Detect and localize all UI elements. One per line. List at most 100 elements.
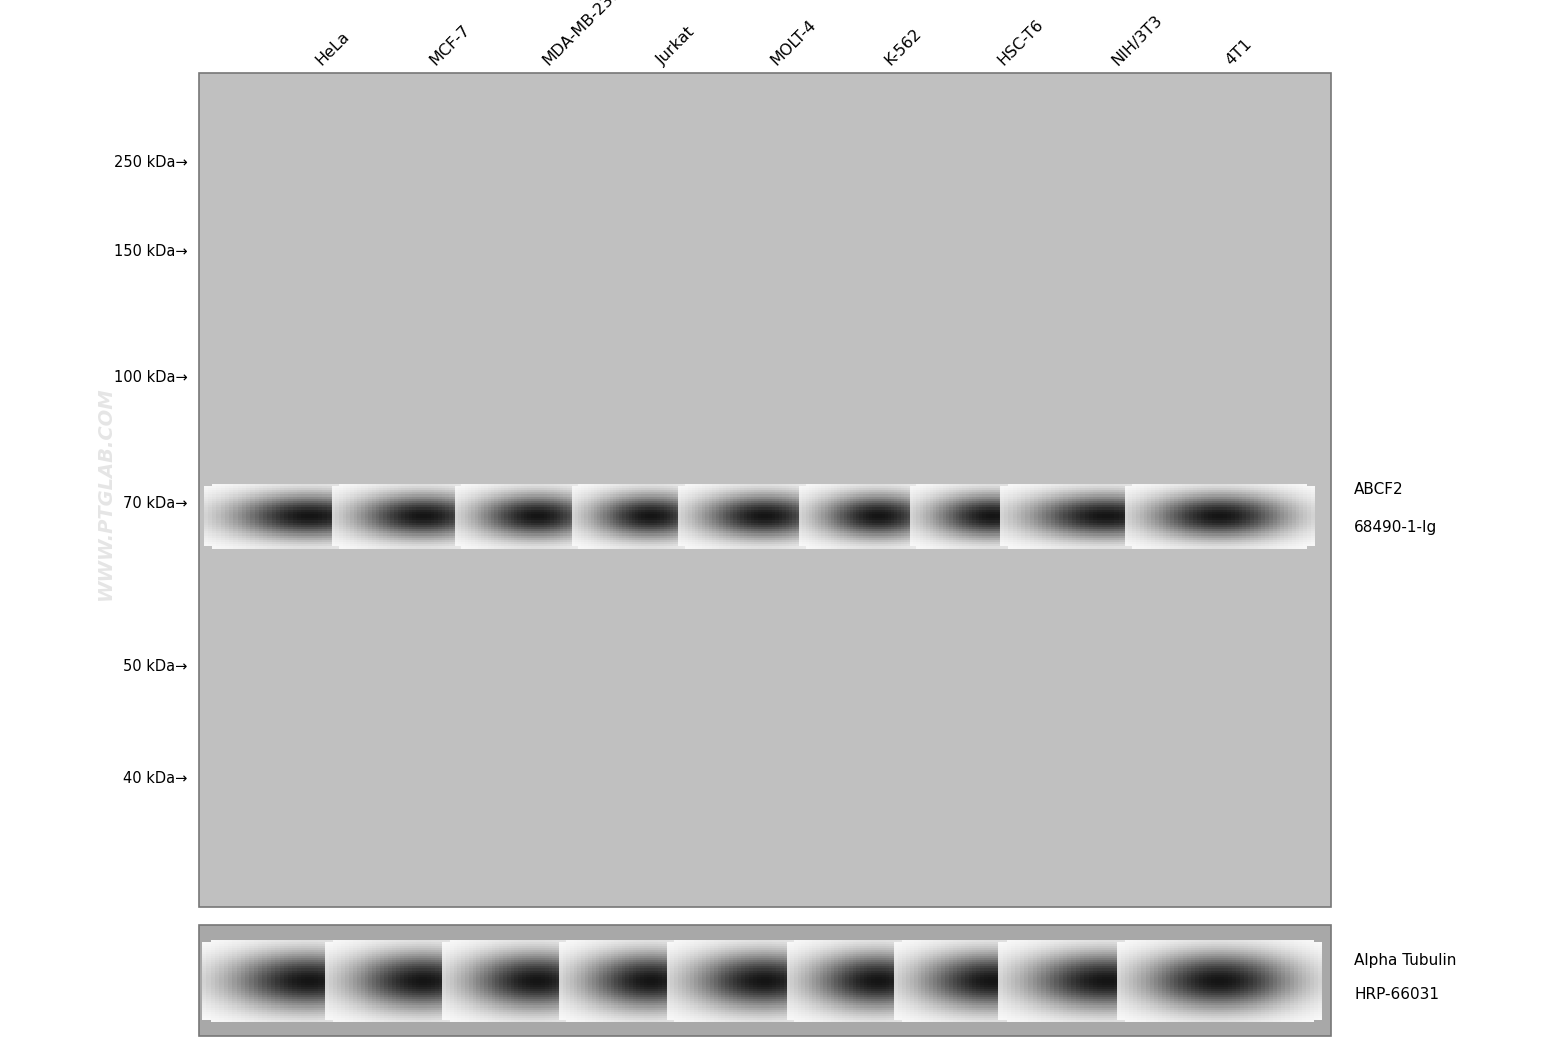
Bar <box>591 987 594 989</box>
Bar <box>585 958 588 960</box>
Bar <box>802 516 805 518</box>
Bar <box>1047 494 1050 496</box>
Bar <box>212 501 217 504</box>
Bar <box>594 946 599 948</box>
Bar <box>642 522 645 524</box>
Bar <box>1303 542 1307 544</box>
Bar <box>333 981 337 983</box>
Bar <box>579 516 582 518</box>
Bar <box>1253 1004 1256 1005</box>
Bar <box>834 527 838 529</box>
Bar <box>206 981 211 983</box>
Bar <box>1055 975 1058 977</box>
Bar <box>639 486 642 488</box>
Bar <box>1182 524 1187 527</box>
Bar <box>1135 520 1140 522</box>
Bar <box>1024 983 1028 985</box>
Bar <box>1281 940 1286 942</box>
Bar <box>1058 544 1061 547</box>
Bar <box>361 958 364 960</box>
Bar <box>323 1002 327 1004</box>
Bar <box>946 514 949 516</box>
Bar <box>413 516 416 518</box>
Bar <box>842 1000 845 1002</box>
Bar <box>721 989 724 991</box>
Bar <box>1059 522 1064 524</box>
Bar <box>945 1009 949 1011</box>
Bar <box>727 964 732 966</box>
Bar <box>977 950 980 952</box>
Bar <box>701 522 704 524</box>
Bar <box>1256 940 1261 942</box>
Bar <box>1059 1011 1062 1013</box>
Bar <box>526 957 529 958</box>
Bar <box>591 531 594 534</box>
Bar <box>960 964 965 966</box>
Bar <box>361 966 366 968</box>
Bar <box>391 501 394 504</box>
Bar <box>1050 952 1055 955</box>
Bar <box>878 998 883 1000</box>
Bar <box>1084 510 1089 512</box>
Bar <box>1179 968 1182 970</box>
Bar <box>727 940 732 942</box>
Bar <box>803 484 807 486</box>
Bar <box>521 492 524 494</box>
Bar <box>563 964 566 966</box>
Bar <box>786 987 791 989</box>
Bar <box>1135 998 1140 1000</box>
Bar <box>670 1002 675 1004</box>
Bar <box>603 514 606 516</box>
Bar <box>734 962 737 964</box>
Bar <box>910 494 914 496</box>
Bar <box>233 1004 236 1005</box>
Bar <box>881 494 884 496</box>
Bar <box>614 944 617 946</box>
Bar <box>887 492 890 494</box>
Bar <box>831 948 834 950</box>
Bar <box>819 1011 824 1013</box>
Bar <box>504 504 507 506</box>
Bar <box>676 975 681 977</box>
Bar <box>800 950 803 952</box>
Bar <box>479 534 482 536</box>
Bar <box>875 514 878 516</box>
Bar <box>1135 991 1140 993</box>
Bar <box>616 536 619 538</box>
Bar <box>602 1009 605 1011</box>
Bar <box>329 987 333 989</box>
Bar <box>985 962 988 964</box>
Bar <box>1182 544 1187 547</box>
Bar <box>1011 968 1016 970</box>
Bar <box>411 977 416 979</box>
Bar <box>518 983 523 985</box>
Bar <box>878 524 881 527</box>
Bar <box>1042 492 1045 494</box>
Bar <box>1019 1015 1024 1018</box>
Bar <box>720 484 723 486</box>
Bar <box>310 964 313 966</box>
Bar <box>765 1007 769 1009</box>
Bar <box>701 531 704 534</box>
Bar <box>822 512 825 514</box>
Bar <box>1253 989 1256 991</box>
Bar <box>1016 1002 1019 1004</box>
Bar <box>482 1004 485 1005</box>
Bar <box>1024 1002 1027 1004</box>
Bar <box>344 983 349 985</box>
Bar <box>890 498 895 501</box>
Bar <box>613 488 616 490</box>
Bar <box>779 508 782 510</box>
Bar <box>611 1015 614 1018</box>
Bar <box>802 544 805 547</box>
Bar <box>1143 544 1148 547</box>
Bar <box>1022 547 1025 549</box>
Bar <box>493 492 496 494</box>
Bar <box>929 547 932 549</box>
Bar <box>676 518 679 520</box>
Bar <box>706 1009 710 1011</box>
Bar <box>1155 488 1159 490</box>
Bar <box>492 510 495 512</box>
Bar <box>1171 1000 1174 1002</box>
Bar <box>306 968 310 970</box>
